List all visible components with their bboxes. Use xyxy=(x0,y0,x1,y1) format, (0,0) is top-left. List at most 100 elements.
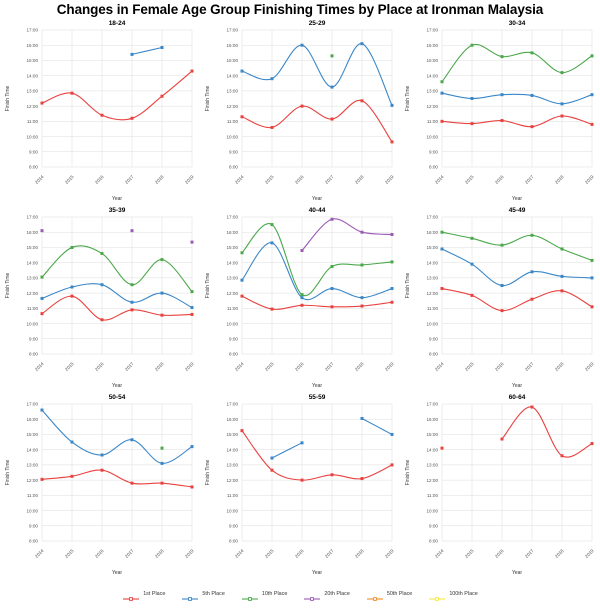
data-point xyxy=(500,93,504,97)
legend-item-5th-place[interactable]: 5th Place xyxy=(181,590,225,601)
y-axis-tick-label: 14:00 xyxy=(427,73,439,78)
legend-swatch-icon xyxy=(122,590,140,601)
data-point xyxy=(360,230,364,234)
y-axis-tick-label: 15:00 xyxy=(427,58,439,63)
data-point xyxy=(300,248,304,252)
y-axis-tick-label: 13:00 xyxy=(427,89,439,94)
data-point xyxy=(500,55,504,59)
data-point xyxy=(560,247,564,251)
x-axis-tick-label: 2019 xyxy=(184,174,195,185)
series-line-1st-place xyxy=(41,70,193,121)
y-axis-tick-label: 16:00 xyxy=(227,230,239,235)
y-axis-tick-label: 14:00 xyxy=(227,260,239,265)
data-point xyxy=(190,445,194,449)
data-point xyxy=(100,318,104,322)
data-point xyxy=(100,468,104,472)
y-axis-tick-label: 17:00 xyxy=(427,28,439,33)
data-point xyxy=(160,481,164,485)
x-axis-tick-label: 2018 xyxy=(354,361,365,372)
y-axis-tick-label: 17:00 xyxy=(227,28,239,33)
x-axis-tick-label: 2019 xyxy=(384,174,395,185)
plot-area xyxy=(42,30,192,167)
panel-title: 30-34 xyxy=(509,20,526,27)
y-axis-tick-label: 14:00 xyxy=(27,73,39,78)
chart-panel-50-54: 8:00 9:00 10:00 11:00 12:00 13:00 14:00 15:00 16… xyxy=(0,390,200,577)
y-axis-tick-label: 10:00 xyxy=(27,134,39,139)
x-axis-label: Year xyxy=(112,383,122,389)
x-axis-tick-label: 2018 xyxy=(554,361,565,372)
legend-label: 50th Place xyxy=(386,591,413,597)
data-point xyxy=(130,229,134,233)
data-point xyxy=(470,262,474,266)
data-point xyxy=(330,217,334,221)
x-axis-tick-label: 2014 xyxy=(34,174,45,185)
data-point xyxy=(190,69,194,73)
series-line-5th-place xyxy=(441,248,593,287)
series-line-1st-place xyxy=(441,115,593,128)
y-axis-tick-label: 9:00 xyxy=(229,336,238,341)
y-axis-tick-label: 12:00 xyxy=(227,478,239,483)
data-point xyxy=(530,125,534,129)
y-axis-tick-label: 16:00 xyxy=(227,43,239,48)
y-axis-tick-label: 15:00 xyxy=(27,432,39,437)
data-point xyxy=(590,276,594,280)
y-axis-tick-label: 14:00 xyxy=(27,260,39,265)
panel-title: 35-39 xyxy=(109,207,126,214)
data-point xyxy=(500,243,504,247)
legend-item-10th-place[interactable]: 10th Place xyxy=(241,590,287,601)
legend-item-20th-place[interactable]: 20th Place xyxy=(303,590,350,601)
y-axis-tick-label: 10:00 xyxy=(227,134,239,139)
data-point xyxy=(500,309,504,313)
x-axis-tick-label: 2014 xyxy=(34,548,45,559)
data-point xyxy=(130,438,134,442)
x-axis-tick-label: 2018 xyxy=(354,174,365,185)
chart-panel-35-39: 8:00 9:00 10:00 11:00 12:00 13:00 14:00 15:00 16… xyxy=(0,203,200,390)
series-line-10th-place xyxy=(41,245,193,292)
y-axis-label: Finish Time xyxy=(205,86,211,112)
data-point xyxy=(40,408,44,412)
legend-item-50th-place[interactable]: 50th Place xyxy=(366,590,413,601)
plot-area xyxy=(242,30,392,167)
data-point xyxy=(240,429,244,433)
y-axis-tick-label: 8:00 xyxy=(229,165,238,170)
data-point xyxy=(390,140,394,144)
data-point xyxy=(390,260,394,264)
x-axis-tick-label: 2017 xyxy=(324,174,335,185)
data-point xyxy=(440,446,444,450)
x-axis-tick-label: 2016 xyxy=(494,361,505,372)
data-point xyxy=(440,119,444,123)
data-point xyxy=(240,278,244,282)
y-axis-tick-label: 14:00 xyxy=(427,447,439,452)
series-line-20th-place xyxy=(301,218,393,251)
y-axis-tick-label: 16:00 xyxy=(27,43,39,48)
data-point xyxy=(470,122,474,126)
legend-label: 20th Place xyxy=(324,591,350,597)
y-axis-tick-label: 15:00 xyxy=(427,245,439,250)
y-axis-tick-label: 9:00 xyxy=(429,523,438,528)
series-line-5th-place xyxy=(361,417,393,435)
y-axis-label: Finish Time xyxy=(405,273,411,299)
legend-item-100th-place[interactable]: 100th Place xyxy=(428,590,478,601)
legend-item-1st-place[interactable]: 1st Place xyxy=(122,590,165,601)
y-axis-tick-label: 16:00 xyxy=(227,417,239,422)
data-point xyxy=(500,119,504,123)
data-point xyxy=(300,441,304,445)
chart-legend: 1st Place 5th Place 10th Place 20th Place 50… xyxy=(0,590,600,601)
data-point xyxy=(300,303,304,307)
data-point xyxy=(100,113,104,117)
legend-swatch-icon xyxy=(428,590,446,601)
legend-label: 5th Place xyxy=(202,591,225,597)
panel-title: 60-64 xyxy=(509,394,526,401)
data-point xyxy=(300,296,304,300)
x-axis-tick-label: 2018 xyxy=(554,174,565,185)
y-axis-tick-label: 8:00 xyxy=(29,165,38,170)
data-point xyxy=(330,305,334,309)
data-point xyxy=(390,300,394,304)
x-axis-tick-label: 2016 xyxy=(494,548,505,559)
data-point xyxy=(240,69,244,73)
x-axis-tick-label: 2016 xyxy=(494,174,505,185)
panel-title: 40-44 xyxy=(309,207,326,214)
x-axis-tick-label: 2016 xyxy=(294,361,305,372)
data-point xyxy=(390,287,394,291)
data-point xyxy=(530,51,534,55)
